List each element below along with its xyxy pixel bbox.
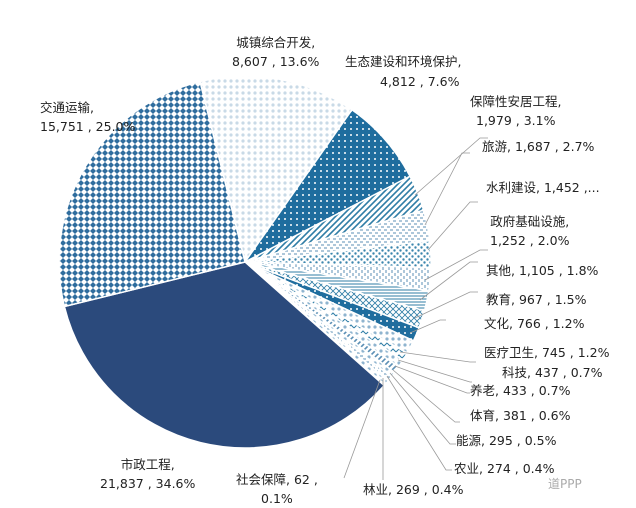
- label-shuili: 水利建设, 1,452 ,...: [486, 180, 600, 195]
- label-name: 交通运输,: [40, 100, 94, 115]
- label-name: 市政工程,: [120, 457, 175, 472]
- label-yanglao: 养老, 433 , 0.7%: [470, 383, 571, 398]
- pie-slice-市政工程: [63, 261, 386, 449]
- label-jiaotong: 交通运输, 15,751 , 25.0%: [40, 98, 135, 136]
- leader-lines: [343, 137, 488, 480]
- watermark: 道PPP: [548, 477, 582, 491]
- label-qita: 其他, 1,105 , 1.8%: [486, 263, 599, 278]
- label-zhengfu: 政府基础设施, 1,252 , 2.0%: [490, 212, 569, 250]
- label-shebao: 社会保障, 62 , 0.1%: [236, 470, 318, 508]
- label-value: 8,607 , 13.6%: [232, 54, 320, 69]
- label-shengtai-value: 4,812 , 7.6%: [380, 74, 460, 89]
- label-jiaoyu: 教育, 967 , 1.5%: [486, 292, 587, 307]
- label-yiliao: 医疗卫生, 745 , 1.2%: [484, 345, 610, 360]
- label-lvyou: 旅游, 1,687 , 2.7%: [482, 139, 595, 154]
- label-name: 保障性安居工程,: [470, 94, 562, 109]
- label-nongye: 农业, 274 , 0.4%: [454, 461, 555, 476]
- label-chengzhen: 城镇综合开发, 8,607 , 13.6%: [232, 33, 319, 71]
- label-value: 0.1%: [261, 491, 293, 506]
- label-tiyu: 体育, 381 , 0.6%: [470, 408, 571, 423]
- label-name: 政府基础设施,: [490, 214, 570, 229]
- label-value: 1,979 , 3.1%: [476, 113, 556, 128]
- label-shizheng: 市政工程, 21,837 , 34.6%: [100, 455, 195, 493]
- label-name: 城镇综合开发,: [236, 35, 316, 50]
- label-value: 15,751 , 25.0%: [40, 119, 136, 134]
- label-name: 社会保障, 62 ,: [236, 472, 318, 487]
- label-value: 21,837 , 34.6%: [100, 476, 196, 491]
- label-nengyuan: 能源, 295 , 0.5%: [456, 433, 557, 448]
- label-baozhang: 保障性安居工程, 1,979 , 3.1%: [470, 92, 561, 130]
- label-shengtai: 生态建设和环境保护,: [345, 52, 461, 71]
- pie-slice-城镇综合开发: [199, 75, 353, 264]
- label-name: 生态建设和环境保护,: [345, 54, 462, 69]
- label-wenhua: 文化, 766 , 1.2%: [484, 316, 585, 331]
- pie-slice-交通运输: [58, 80, 246, 308]
- label-linye: 林业, 269 , 0.4%: [363, 482, 464, 497]
- label-keji: 科技, 437 , 0.7%: [502, 365, 603, 380]
- label-value: 1,252 , 2.0%: [490, 233, 570, 248]
